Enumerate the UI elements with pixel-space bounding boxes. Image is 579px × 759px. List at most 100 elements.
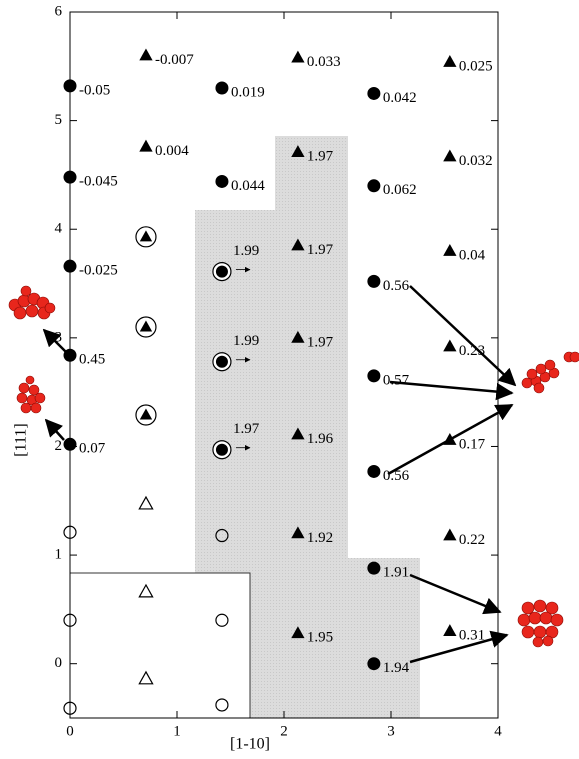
y-tick-label: 2 (55, 438, 63, 454)
data-label: 0.062 (383, 182, 417, 198)
data-label: 0.032 (459, 153, 493, 169)
data-point (136, 317, 156, 337)
data-label: 0.07 (79, 441, 106, 457)
data-label: 0.044 (231, 178, 265, 194)
marker (64, 79, 77, 92)
data-point (367, 369, 380, 382)
marker (443, 55, 456, 67)
data-label: 1.91 (383, 565, 409, 581)
data-label: 1.96 (307, 431, 334, 447)
data-label: 0.025 (459, 58, 493, 74)
marker (64, 171, 77, 184)
marker (367, 179, 380, 192)
data-label: 1.99 (233, 333, 259, 349)
y-tick-label: 0 (55, 655, 63, 671)
data-label: 0.004 (155, 143, 189, 159)
data-point (443, 149, 456, 161)
x-tick-label: 2 (280, 723, 288, 739)
data-label: 1.94 (383, 660, 410, 676)
data-label: -0.025 (79, 263, 118, 279)
data-point (443, 624, 456, 636)
data-point (367, 657, 380, 670)
marker (443, 529, 456, 541)
data-point (443, 55, 456, 67)
data-label: 1.95 (307, 630, 333, 646)
data-point (443, 244, 456, 256)
x-axis-label: [1-10] (230, 736, 270, 753)
data-label: 1.97 (307, 334, 334, 350)
marker (367, 465, 380, 478)
data-label: -0.045 (79, 174, 118, 190)
data-label: 0.04 (459, 247, 486, 263)
data-point (367, 275, 380, 288)
data-point (213, 441, 231, 459)
data-point (139, 497, 152, 509)
data-label: 0.57 (383, 372, 410, 388)
data-point (367, 179, 380, 192)
data-label: 1.92 (307, 530, 333, 546)
y-tick-label: 1 (55, 547, 63, 563)
data-point (291, 51, 304, 63)
data-point (367, 562, 380, 575)
marker (64, 260, 77, 273)
data-point (443, 529, 456, 541)
marker (367, 369, 380, 382)
data-point (213, 263, 231, 281)
data-label: -0.007 (155, 52, 194, 68)
data-point (139, 140, 152, 152)
data-label: 1.97 (307, 242, 334, 258)
marker (64, 438, 77, 451)
data-point (64, 260, 77, 273)
data-label: 1.97 (307, 149, 334, 165)
data-label: 0.17 (459, 436, 486, 452)
data-point (136, 405, 156, 425)
marker (367, 562, 380, 575)
y-axis-label: [111] (13, 423, 30, 456)
y-tick-label: 3 (55, 329, 63, 345)
marker (139, 497, 152, 509)
marker (367, 87, 380, 100)
marker (443, 244, 456, 256)
data-label: 1.97 (233, 421, 260, 437)
data-point (139, 48, 152, 60)
data-point (443, 340, 456, 352)
x-tick-label: 1 (173, 723, 181, 739)
marker (443, 149, 456, 161)
x-tick-label: 0 (66, 723, 74, 739)
y-tick-label: 5 (55, 112, 63, 128)
marker (443, 624, 456, 636)
marker (291, 51, 304, 63)
y-tick-label: 6 (55, 3, 63, 19)
data-point (136, 227, 156, 247)
marker (139, 140, 152, 152)
marker (367, 275, 380, 288)
data-label: 0.45 (79, 352, 105, 368)
marker (215, 82, 228, 95)
marker (216, 444, 228, 456)
marker (367, 657, 380, 670)
marker (216, 266, 228, 278)
data-point (367, 465, 380, 478)
data-label: 0.22 (459, 532, 485, 548)
marker (443, 340, 456, 352)
y-tick-label: 4 (55, 221, 63, 237)
chart: [1-10] [111] -0.05 -0.045 -0.025 0.45 0.07 0.… (0, 0, 579, 759)
data-point (213, 353, 231, 371)
data-point (215, 82, 228, 95)
data-label: 0.042 (383, 90, 417, 106)
data-label: 0.56 (383, 278, 410, 294)
marker (216, 356, 228, 368)
marker (139, 48, 152, 60)
data-point (64, 438, 77, 451)
data-point (367, 87, 380, 100)
data-point (64, 79, 77, 92)
data-label: -0.05 (79, 82, 110, 98)
data-label: 0.033 (307, 54, 341, 70)
x-tick-label: 4 (494, 723, 502, 739)
marker (215, 175, 228, 188)
data-point (64, 171, 77, 184)
data-label: 1.99 (233, 243, 259, 259)
data-point (215, 175, 228, 188)
data-label: 0.019 (231, 84, 265, 100)
x-tick-label: 3 (387, 723, 395, 739)
